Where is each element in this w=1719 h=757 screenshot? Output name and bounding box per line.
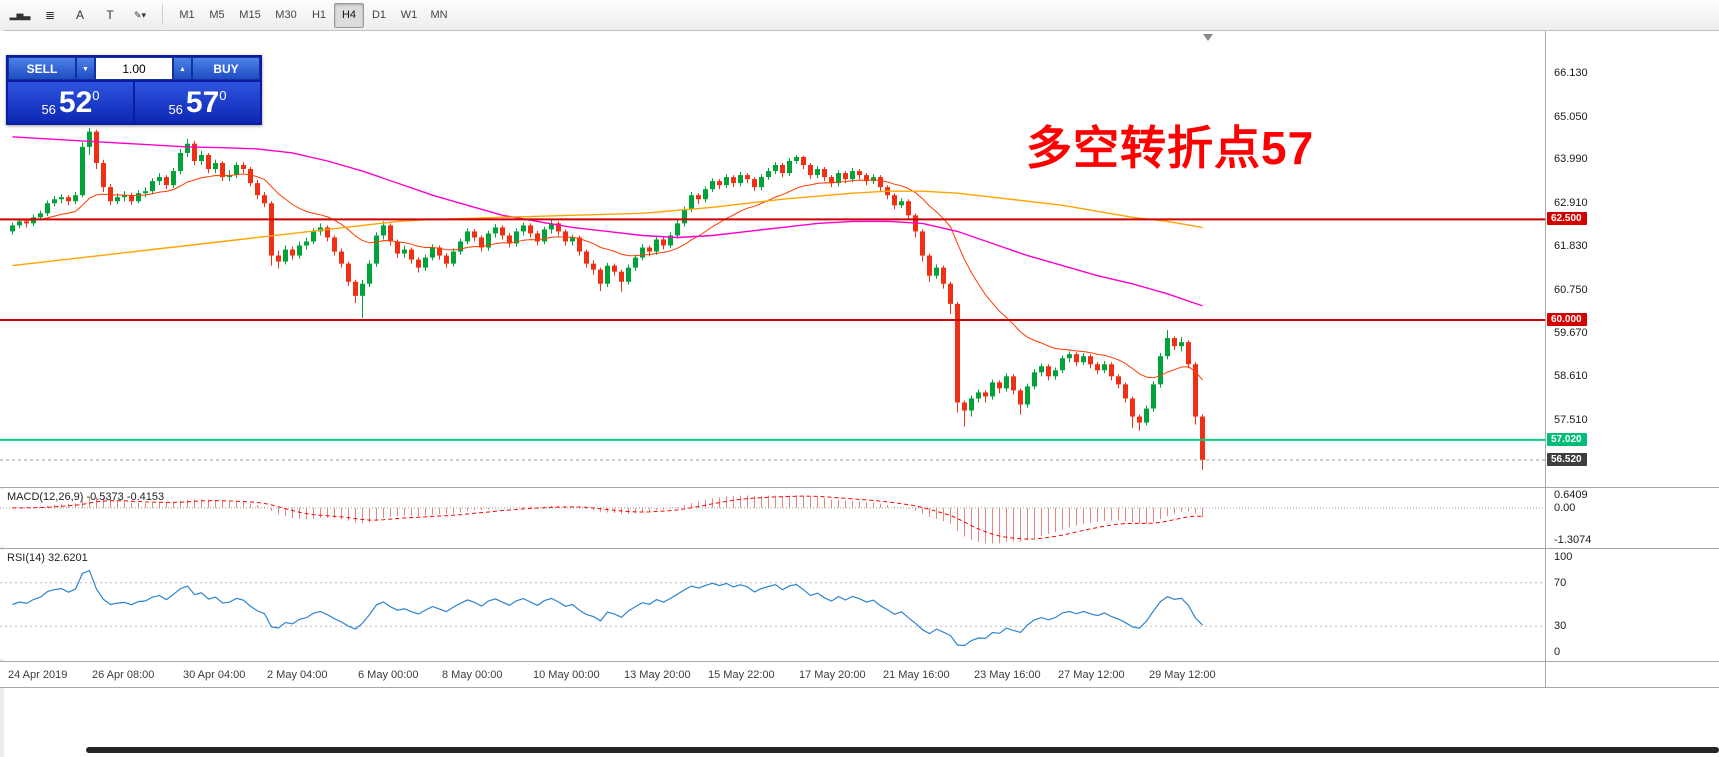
pane-divider <box>0 687 1719 688</box>
macd-label: MACD(12,26,9) -0.5373 -0.4153 <box>7 491 165 503</box>
time-axis-label: 10 May 00:00 <box>533 669 600 681</box>
price-axis-label: 60.750 <box>1554 284 1588 296</box>
timeframe-m1[interactable]: M1 <box>179 9 195 21</box>
chart-bars-icon[interactable]: ▂▅▃ <box>9 10 31 20</box>
rsi-axis-label: 100 <box>1554 551 1573 563</box>
volume-up-button[interactable]: ▲ <box>173 57 192 80</box>
price-axis-label: 61.830 <box>1554 240 1588 252</box>
rsi-axis-label: 0 <box>1554 646 1561 658</box>
volume-down-button[interactable]: ▼ <box>76 57 95 80</box>
macd-signal-line <box>12 495 1203 540</box>
sell-price-big: 52 <box>58 85 93 119</box>
chart-annotation-text[interactable]: 多空转折点57 <box>1026 122 1315 174</box>
timeframe-m15[interactable]: M15 <box>239 9 261 21</box>
cursor-tool-icon[interactable]: A <box>75 8 84 22</box>
time-axis-label: 2 May 04:00 <box>267 669 328 681</box>
timeframe-m30[interactable]: M30 <box>275 9 297 21</box>
ma-mid[interactable] <box>12 136 1203 307</box>
sell-button[interactable]: SELL <box>8 57 76 80</box>
time-axis-label: 21 May 16:00 <box>883 669 950 681</box>
rsi-axis[interactable]: 100 70 30 0 <box>1546 550 1719 659</box>
volume-input[interactable] <box>95 57 173 80</box>
rsi-axis-label: 70 <box>1554 577 1567 589</box>
macd-axis-label: -1.3074 <box>1554 534 1592 546</box>
drawing-tools-icon[interactable]: ✎▾ <box>133 10 147 20</box>
timeframe-d1[interactable]: D1 <box>371 9 387 21</box>
rsi-indicator-pane[interactable] <box>0 550 1545 659</box>
time-axis-label: 26 Apr 08:00 <box>92 669 155 681</box>
rsi-label: RSI(14) 32.6201 <box>7 552 88 564</box>
toolbar: ▂▅▃ ≣ A T ✎▾ M1 M5 M15 M30 H1 H4 D1 W1 MN <box>0 0 1719 31</box>
buy-price-sup: 0 <box>219 88 227 103</box>
macd-indicator-pane[interactable] <box>0 489 1545 546</box>
price-tag-60.000: 60.000 <box>1547 313 1587 326</box>
time-axis-label: 15 May 22:00 <box>708 669 775 681</box>
pane-divider[interactable] <box>0 487 1719 488</box>
time-axis-label: 29 May 12:00 <box>1149 669 1216 681</box>
time-axis-label: 13 May 20:00 <box>624 669 691 681</box>
pane-divider <box>0 661 1719 662</box>
pane-divider[interactable] <box>0 548 1719 549</box>
price-axis-label: 65.050 <box>1554 111 1588 123</box>
macd-axis-label: 0.6409 <box>1554 489 1588 501</box>
macd-axis-label: 0.00 <box>1554 502 1576 514</box>
rsi-axis-label: 30 <box>1554 620 1567 632</box>
buy-price-display[interactable]: 56 57 0 <box>135 82 260 123</box>
time-axis-label: 27 May 12:00 <box>1058 669 1125 681</box>
price-axis-label: 66.130 <box>1554 67 1588 79</box>
time-axis-label: 17 May 20:00 <box>799 669 866 681</box>
time-axis-label: 6 May 00:00 <box>358 669 419 681</box>
time-axis-label: 8 May 00:00 <box>442 669 503 681</box>
timeframe-m5[interactable]: M5 <box>209 9 225 21</box>
sell-price-prefix: 56 <box>41 102 56 117</box>
rsi-line <box>12 569 1203 647</box>
timeframe-h1[interactable]: H1 <box>311 9 327 21</box>
ma-slow[interactable] <box>12 190 1203 267</box>
time-axis[interactable]: 24 Apr 2019 26 Apr 08:00 30 Apr 04:00 2 May… <box>0 662 1545 687</box>
time-axis-label: 30 Apr 04:00 <box>183 669 246 681</box>
toolbar-separator <box>162 4 163 25</box>
indicators-list-icon[interactable]: ≣ <box>44 8 56 22</box>
bottom-scrollbar[interactable] <box>86 747 1719 753</box>
buy-price-prefix: 56 <box>168 102 183 117</box>
ma-fast[interactable] <box>12 173 1203 381</box>
time-axis-label: 23 May 16:00 <box>974 669 1041 681</box>
price-axis-label: 63.990 <box>1554 153 1588 165</box>
timeframe-w1[interactable]: W1 <box>400 9 418 21</box>
price-axis-label: 59.670 <box>1554 327 1588 339</box>
one-click-trading-panel: SELL ▼ ▲ BUY 56 52 0 56 57 0 <box>6 55 262 125</box>
text-label-icon[interactable]: T <box>106 8 114 22</box>
price-tag-57.020: 57.020 <box>1547 433 1587 446</box>
sell-price-display[interactable]: 56 52 0 <box>8 82 133 123</box>
price-axis[interactable]: 66.130 65.050 63.990 62.910 61.830 60.750 59.6… <box>1546 31 1719 487</box>
time-axis-label: 24 Apr 2019 <box>8 669 68 681</box>
timeframe-mn[interactable]: MN <box>430 9 448 21</box>
price-axis-label: 57.510 <box>1554 414 1588 426</box>
price-tag-62.500: 62.500 <box>1547 212 1587 225</box>
timeframe-h4[interactable]: H4 <box>334 3 364 28</box>
buy-button[interactable]: BUY <box>192 57 260 80</box>
sell-price-sup: 0 <box>92 88 100 103</box>
price-axis-label: 58.610 <box>1554 370 1588 382</box>
buy-price-big: 57 <box>185 85 220 119</box>
chart-shift-marker[interactable] <box>1203 34 1213 41</box>
price-tag-56.520: 56.520 <box>1547 453 1587 466</box>
macd-histogram <box>19 495 1203 544</box>
price-axis-label: 62.910 <box>1554 197 1588 209</box>
axis-separator <box>1545 31 1546 687</box>
macd-axis[interactable]: 0.6409 0.00 -1.3074 <box>1546 489 1719 546</box>
candles-layer <box>10 127 1205 470</box>
